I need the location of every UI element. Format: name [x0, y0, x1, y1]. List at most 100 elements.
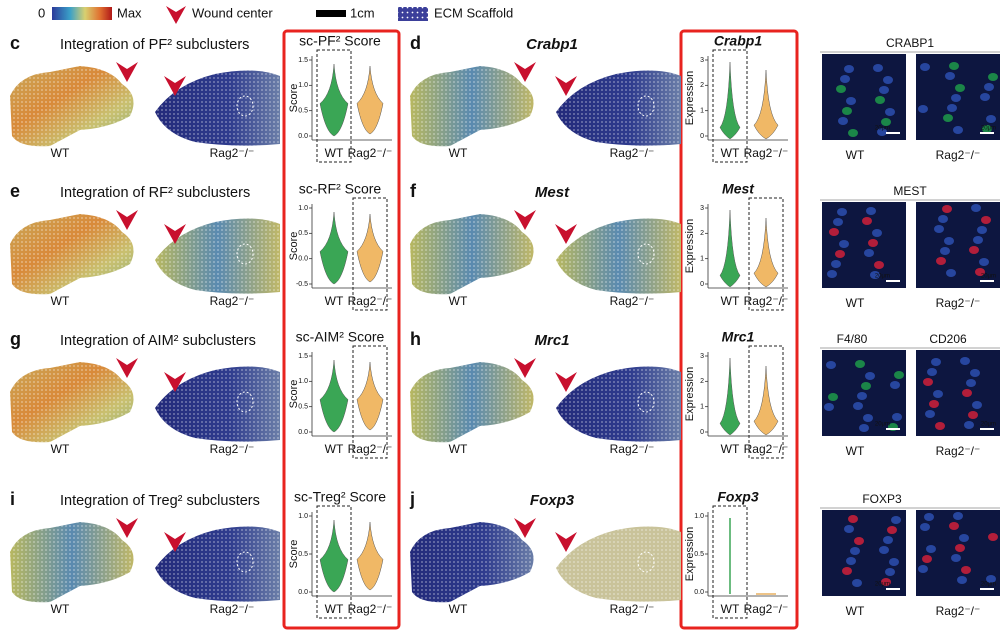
genotype-label: WT [51, 442, 70, 456]
cell-nucleus [979, 258, 989, 266]
panel-letter: f [410, 181, 417, 201]
genotype-label: WT [449, 146, 468, 160]
cell-nucleus [844, 65, 854, 73]
wound-arrow [116, 62, 138, 82]
panel-letter: c [10, 33, 20, 53]
tissue-texture [410, 66, 534, 146]
genotype-label: Rag2⁻/⁻ [936, 148, 981, 162]
cell-nucleus [826, 361, 836, 369]
violin-title: Crabp1 [714, 33, 762, 49]
legend-min: 0 [38, 5, 45, 20]
group-label: Rag2⁻/⁻ [744, 442, 789, 456]
cell-nucleus [947, 104, 957, 112]
y-tick-label: 1.5 [298, 353, 308, 360]
cell-nucleus [894, 371, 904, 379]
group-label: Rag2⁻/⁻ [348, 294, 393, 308]
group-label: Rag2⁻/⁻ [348, 602, 393, 616]
cell-nucleus [934, 225, 944, 233]
cell-nucleus [885, 568, 895, 576]
tissue-texture [155, 218, 280, 293]
cell-nucleus [874, 261, 884, 269]
wound-arrow [116, 518, 138, 538]
image-scale-bar [980, 588, 994, 590]
y-tick-label: -0.5 [296, 281, 308, 288]
violin [320, 212, 348, 284]
cell-nucleus [846, 557, 856, 565]
cell-nucleus [949, 62, 959, 70]
scale-label: 20μm [981, 422, 996, 428]
stain-label: F4/80 [837, 332, 868, 346]
cell-nucleus [945, 72, 955, 80]
scale-label: 20μm [875, 126, 890, 132]
cell-nucleus [969, 246, 979, 254]
scale-label: 20μm [875, 582, 890, 588]
tissue-texture [556, 70, 681, 145]
microscopy-image [822, 54, 906, 140]
cell-nucleus [873, 64, 883, 72]
cell-nucleus [973, 236, 983, 244]
genotype-label: WT [449, 602, 468, 616]
cell-nucleus [972, 401, 982, 409]
y-axis-label: Expression [684, 71, 696, 125]
genotype-label: Rag2⁻/⁻ [610, 602, 655, 616]
cell-nucleus [966, 379, 976, 387]
stain-label: CD206 [929, 332, 967, 346]
tissue-texture [556, 218, 681, 293]
image-scale-bar [886, 428, 900, 430]
scale-label: 20μm [875, 422, 890, 428]
cell-nucleus [879, 86, 889, 94]
cell-nucleus [943, 114, 953, 122]
cell-nucleus [949, 522, 959, 530]
genotype-label: Rag2⁻/⁻ [610, 146, 655, 160]
violin [357, 66, 383, 134]
cell-nucleus [887, 526, 897, 534]
group-label: WT [325, 294, 344, 308]
y-tick-label: 1 [700, 256, 704, 263]
cell-nucleus [857, 392, 867, 400]
cell-nucleus [984, 83, 994, 91]
cell-nucleus [925, 410, 935, 418]
genotype-label: WT [51, 146, 70, 160]
cell-nucleus [879, 546, 889, 554]
wound-arrow [555, 532, 577, 552]
cell-nucleus [940, 247, 950, 255]
cell-nucleus [935, 422, 945, 430]
violin [754, 366, 778, 435]
genotype-label: Rag2⁻/⁻ [210, 146, 255, 160]
gene-title: Mrc1 [534, 332, 569, 349]
cell-nucleus [824, 403, 834, 411]
genotype-label: Rag2⁻/⁻ [610, 442, 655, 456]
cell-nucleus [863, 414, 873, 422]
cell-nucleus [942, 205, 952, 213]
cell-nucleus [936, 257, 946, 265]
genotype-label: WT [846, 148, 865, 162]
cell-nucleus [835, 250, 845, 258]
panel-letter: g [10, 329, 21, 349]
cell-nucleus [977, 226, 987, 234]
cell-nucleus [862, 217, 872, 225]
tissue-texture [410, 362, 534, 442]
tissue-texture [556, 366, 681, 441]
cell-nucleus [955, 84, 965, 92]
y-tick-label: 2 [700, 378, 704, 385]
y-tick-label: 1 [700, 108, 704, 115]
genotype-label: WT [846, 604, 865, 618]
violin-title: Foxp3 [717, 489, 758, 505]
y-tick-label: 0.5 [298, 108, 308, 115]
violin [320, 520, 348, 592]
cell-nucleus [848, 129, 858, 137]
figure: 0 Max Wound center 1cm ECM Scaffold cInt… [0, 0, 1002, 632]
genotype-label: WT [51, 602, 70, 616]
group-label: Rag2⁻/⁻ [744, 294, 789, 308]
panel-title: Integration of PF² subclusters [60, 37, 249, 53]
cell-nucleus [855, 360, 865, 368]
tissue-texture [556, 526, 681, 601]
genotype-label: Rag2⁻/⁻ [210, 442, 255, 456]
tissue-texture [410, 214, 534, 294]
cell-nucleus [828, 393, 838, 401]
wound-arrow [116, 210, 138, 230]
cell-nucleus [951, 94, 961, 102]
scale-label: 20μm [981, 274, 996, 280]
genotype-label: WT [51, 294, 70, 308]
y-tick-label: 3 [700, 205, 704, 212]
